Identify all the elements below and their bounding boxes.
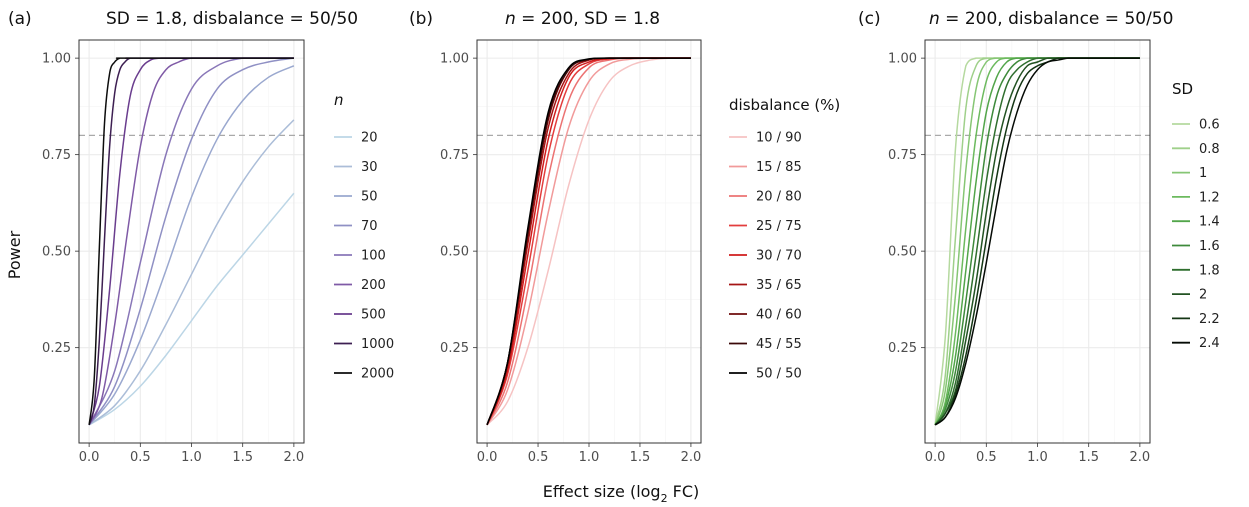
x-tick-label: 1.0 <box>579 450 600 465</box>
legend-label: 1.4 <box>1199 215 1220 230</box>
x-axis-title: Effect size (log2 FC) <box>543 482 700 505</box>
y-tick-label: 0.75 <box>42 148 71 163</box>
series-line-2000 <box>88 57 294 425</box>
legend-label: 1.8 <box>1199 263 1220 278</box>
panel-title-rest: = 200, SD = 1.8 <box>516 9 660 29</box>
y-tick-label: 0.50 <box>888 245 917 260</box>
x-tick-label: 1.5 <box>232 450 253 465</box>
y-tick-label: 0.25 <box>888 341 917 356</box>
legend-label: 45 / 55 <box>756 337 802 352</box>
legend-label: 500 <box>361 308 386 323</box>
panel-tag: (b) <box>409 9 433 29</box>
series-line-30 <box>88 119 295 426</box>
x-tick-label: 0.0 <box>477 450 498 465</box>
legend: SD 0.6 0.8 1 1.2 1.4 1.6 1.8 2 2.2 2.4 <box>1172 80 1220 351</box>
series-line-70 <box>88 57 294 426</box>
legend-label: 1.6 <box>1199 239 1220 254</box>
x-tick-label: 1.0 <box>181 450 202 465</box>
panel-tag: (a) <box>8 9 32 29</box>
panel-tag: (c) <box>858 9 881 29</box>
legend-label: 0.8 <box>1199 142 1220 157</box>
y-tick-label: 0.25 <box>42 341 71 356</box>
x-axis-title-suffix: FC) <box>668 482 700 501</box>
series-line-2.2 <box>934 57 1140 426</box>
panel-title-rest: = 200, disbalance = 50/50 <box>940 9 1174 29</box>
legend-label: 1.2 <box>1199 190 1220 205</box>
legend-label: 2.2 <box>1199 312 1220 327</box>
series-line-1.6 <box>934 57 1140 426</box>
legend-label: 15 / 85 <box>756 160 802 175</box>
x-tick-label: 0.5 <box>976 450 997 465</box>
panel-title-italic: n <box>505 9 516 29</box>
legend: n 20 30 50 70 100 200 500 1000 2000 <box>334 91 394 382</box>
plot-border <box>78 39 305 444</box>
legend-label: 2.4 <box>1199 336 1220 351</box>
legend-title: n <box>334 91 344 109</box>
panel-title: SD = 1.8, disbalance = 50/50 <box>106 9 358 29</box>
panel-c: 0.0 0.5 1.0 1.5 2.0 0.25 0.50 0.75 1.00 (c) n = 20… <box>858 9 1220 465</box>
panel-a: 0.0 0.5 1.0 1.5 2.0 0.25 0.50 0.75 1.00 (a) SD = 1… <box>8 9 394 465</box>
legend: disbalance (%) 10 / 90 15 / 85 20 / 80 25 / … <box>729 96 840 382</box>
x-tick-label: 0.0 <box>925 450 946 465</box>
y-tick-label: 0.75 <box>440 148 469 163</box>
panel-b: 0.0 0.5 1.0 1.5 2.0 0.25 0.50 0.75 1.00 (b) n = 20… <box>409 9 840 465</box>
legend-label: 20 <box>361 131 378 146</box>
plot-border <box>476 39 702 444</box>
panel-title: n = 200, SD = 1.8 <box>505 9 660 29</box>
y-axis-title: Power <box>5 230 24 279</box>
legend-label: 1000 <box>361 337 394 352</box>
legend-label: 25 / 75 <box>756 219 802 234</box>
x-tick-label: 1.5 <box>630 450 651 465</box>
legend-label: 200 <box>361 278 386 293</box>
x-tick-label: 1.5 <box>1078 450 1099 465</box>
x-tick-label: 0.0 <box>79 450 100 465</box>
legend-label: 1 <box>1199 166 1207 181</box>
series-line-20 <box>88 192 295 426</box>
x-tick-label: 1.0 <box>1027 450 1048 465</box>
legend-label: 35 / 65 <box>756 278 802 293</box>
legend-label: 100 <box>361 249 386 264</box>
x-tick-label: 0.5 <box>528 450 549 465</box>
legend-label: 30 <box>361 160 378 175</box>
y-tick-label: 0.50 <box>42 245 71 260</box>
plot-border <box>924 39 1151 444</box>
legend-title: disbalance (%) <box>729 96 840 114</box>
x-tick-label: 2.0 <box>681 450 702 465</box>
legend-label: 10 / 90 <box>756 131 802 146</box>
legend-label: 70 <box>361 219 378 234</box>
x-tick-label: 0.5 <box>130 450 151 465</box>
x-axis-title-subscript: 2 <box>661 492 668 505</box>
series-line-1090 <box>486 57 691 426</box>
y-tick-label: 0.75 <box>888 148 917 163</box>
series-line-1.4 <box>934 57 1140 426</box>
y-tick-label: 1.00 <box>42 52 71 67</box>
legend-label: 40 / 60 <box>756 308 802 323</box>
legend-label: 50 / 50 <box>756 367 802 382</box>
x-axis-title-prefix: Effect size (log <box>543 482 661 501</box>
series-line-5050 <box>486 57 691 426</box>
legend-label: 30 / 70 <box>756 249 802 264</box>
y-tick-label: 1.00 <box>440 52 469 67</box>
legend-label: 50 <box>361 190 378 205</box>
y-tick-label: 0.25 <box>440 341 469 356</box>
series-line-50 <box>88 65 295 426</box>
series-line-1.8 <box>934 57 1140 426</box>
panel-title-italic: n <box>929 9 940 29</box>
legend-label: 2000 <box>361 367 394 382</box>
legend-label: 0.6 <box>1199 118 1220 133</box>
y-tick-label: 1.00 <box>888 52 917 67</box>
series-line-2 <box>934 57 1140 426</box>
legend-label: 2 <box>1199 288 1207 303</box>
panel-title: n = 200, disbalance = 50/50 <box>929 9 1173 29</box>
y-tick-label: 0.50 <box>440 245 469 260</box>
legend-title: SD <box>1172 80 1193 98</box>
x-tick-label: 2.0 <box>1130 450 1151 465</box>
series-line-1.2 <box>934 57 1140 426</box>
series-line-2.4 <box>934 57 1140 426</box>
legend-label: 20 / 80 <box>756 190 802 205</box>
x-tick-label: 2.0 <box>284 450 305 465</box>
